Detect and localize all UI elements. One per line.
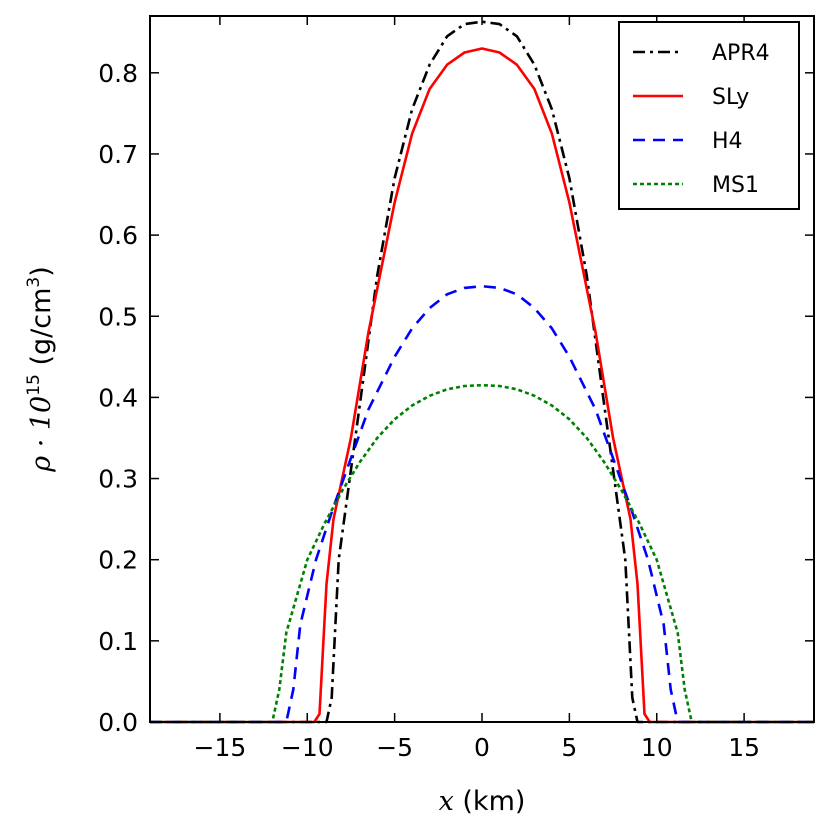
y-axis-label-close: ) <box>26 266 57 277</box>
y-tick-label: 0.3 <box>98 465 138 494</box>
y-tick-label: 0.1 <box>98 627 138 656</box>
x-axis-label: x (km) <box>439 786 526 817</box>
legend-entries: APR4 SLy H4 MS1 <box>633 41 770 198</box>
tick-layer: −15 −10 −5 0 5 10 15 0.0 0.1 0.2 0.3 0.4 0.5 0.6 0.7 0.… <box>98 16 814 762</box>
y-tick-label: 0.4 <box>98 383 138 412</box>
y-tick-label: 0.5 <box>98 302 138 331</box>
x-tick-label: −15 <box>194 733 247 762</box>
y-tick-label: 0.7 <box>98 140 138 169</box>
x-tick-label: 0 <box>474 733 490 762</box>
y-tick-label: 0.6 <box>98 221 138 250</box>
y-axis-label: ρ · 1015 (g/cm3) <box>24 266 57 473</box>
series-line-sly <box>150 47 814 724</box>
y-tick-label: 0.8 <box>98 59 138 88</box>
legend-label-ms1: MS1 <box>712 173 759 198</box>
x-tick-label: −5 <box>376 733 413 762</box>
x-tick-label: 5 <box>561 733 577 762</box>
x-tick-label: −10 <box>281 733 334 762</box>
series-line-ms1 <box>150 383 814 724</box>
series-layer <box>150 20 814 724</box>
y-axis-label-exp: 15 <box>24 374 44 396</box>
x-axis-label-math: x <box>439 786 454 817</box>
legend: APR4 SLy H4 MS1 <box>618 21 800 210</box>
x-axis-label-unit: (km) <box>454 786 526 817</box>
x-tick-label: 15 <box>728 733 760 762</box>
series-line-h4 <box>150 284 814 724</box>
legend-label-h4: H4 <box>712 129 743 154</box>
y-axis-label-unit: (g/cm <box>26 288 57 375</box>
y-axis-label-math: ρ · 10 <box>26 396 57 473</box>
legend-label-apr4: APR4 <box>712 41 770 66</box>
legend-label-sly: SLy <box>712 85 749 110</box>
y-axis-label-unit-exp: 3 <box>24 277 44 288</box>
y-tick-label: 0.0 <box>98 708 138 737</box>
x-tick-label: 10 <box>641 733 673 762</box>
legend-frame <box>618 21 800 210</box>
y-tick-label: 0.2 <box>98 546 138 575</box>
